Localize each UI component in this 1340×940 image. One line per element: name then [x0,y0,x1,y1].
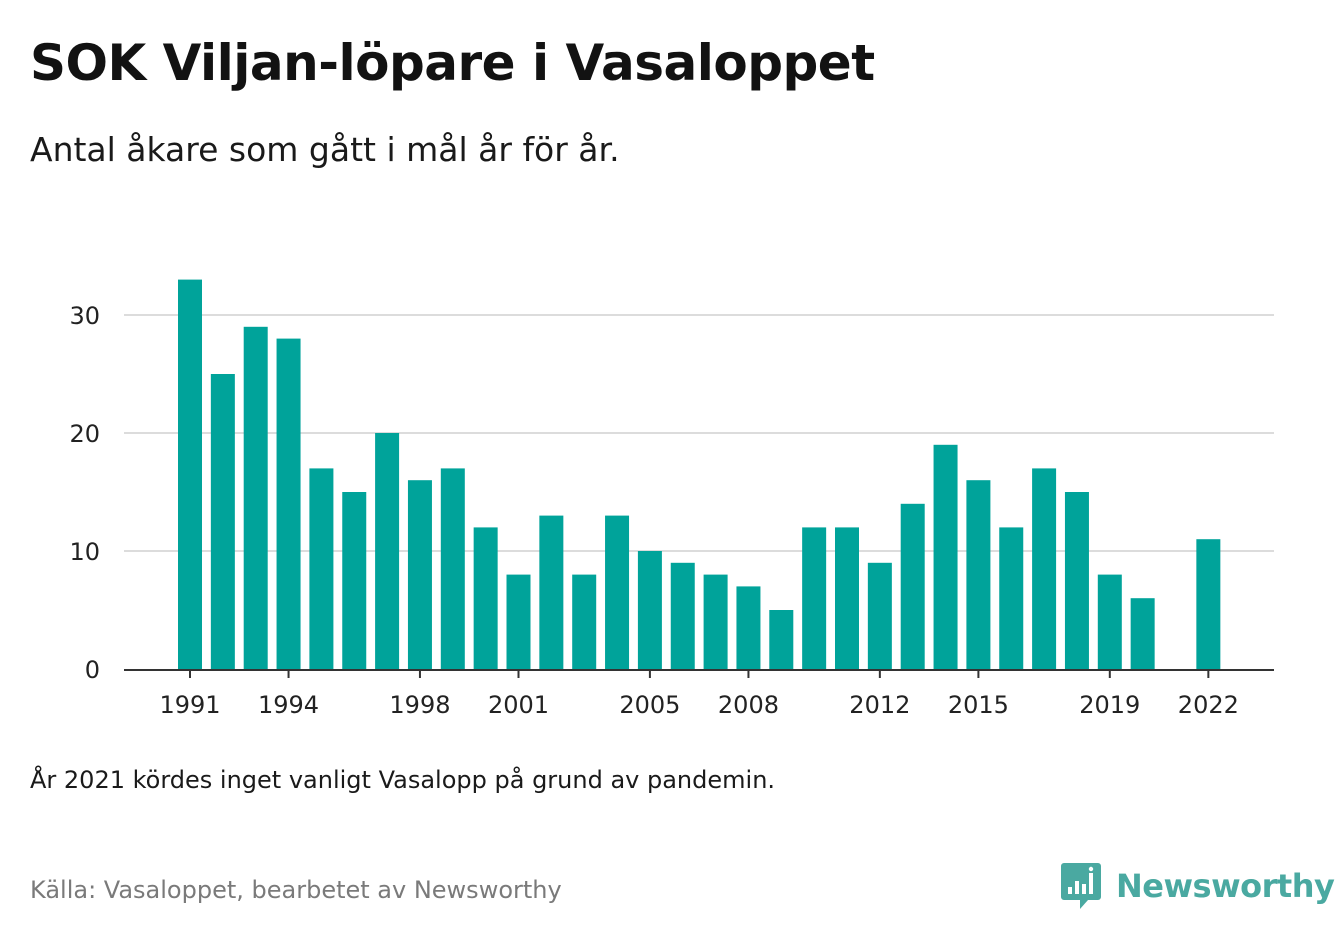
bar [835,527,859,669]
bar [999,527,1024,669]
bar [1064,492,1089,669]
bar [1196,539,1221,669]
bar [276,338,301,669]
bar [440,468,465,669]
bar [703,574,728,669]
bar [506,574,531,669]
bar [375,433,400,669]
bar [966,480,991,669]
x-tick-label: 2001 [488,691,549,719]
x-tick-label: 1998 [389,691,450,719]
x-tick-label: 2008 [718,691,779,719]
bar [867,562,892,669]
x-tick-label: 1994 [258,691,319,719]
x-tick-label: 2015 [948,691,1009,719]
bar-chart: 0 10 20 30 1991 1994 1998 2001 2005 2008 2012 2015 2… [69,279,1274,719]
x-tick-label: 1991 [159,691,220,719]
chart-title: SOK Viljan-löpare i Vasaloppet [30,34,875,92]
y-tick-label: 10 [69,538,100,566]
bar [637,551,662,669]
y-tick-label: 20 [69,420,100,448]
bar [539,515,564,669]
x-tick-label: 2005 [619,691,680,719]
bar [572,574,597,669]
bar [342,492,367,669]
x-tick-label: 2022 [1178,691,1239,719]
bar [1130,598,1155,669]
y-tick-label: 0 [85,656,100,684]
bar [309,468,334,669]
x-tick-label: 2019 [1079,691,1140,719]
bar [933,444,958,669]
bar [178,279,202,669]
x-tick-label: 2012 [849,691,910,719]
brand-name: Newsworthy [1116,867,1335,905]
chart-note: År 2021 kördes inget vanligt Vasalopp på… [30,766,776,794]
bar [210,374,235,669]
bar [900,503,925,669]
bar [769,610,794,669]
bar [473,527,498,669]
bar [605,515,630,669]
bar [407,480,432,669]
y-tick-label: 30 [69,302,100,330]
bar [802,527,827,669]
bar [670,562,695,669]
chart-subtitle: Antal åkare som gått i mål år för år. [30,130,620,169]
bar [1032,468,1057,669]
brand-logo: Newsworthy [1060,860,1335,912]
bar-chart-speech-bubble-icon [1061,863,1101,909]
bar [243,326,268,669]
bar [1097,574,1122,669]
bar [736,586,761,669]
source-credit: Källa: Vasaloppet, bearbetet av Newswort… [30,876,562,904]
